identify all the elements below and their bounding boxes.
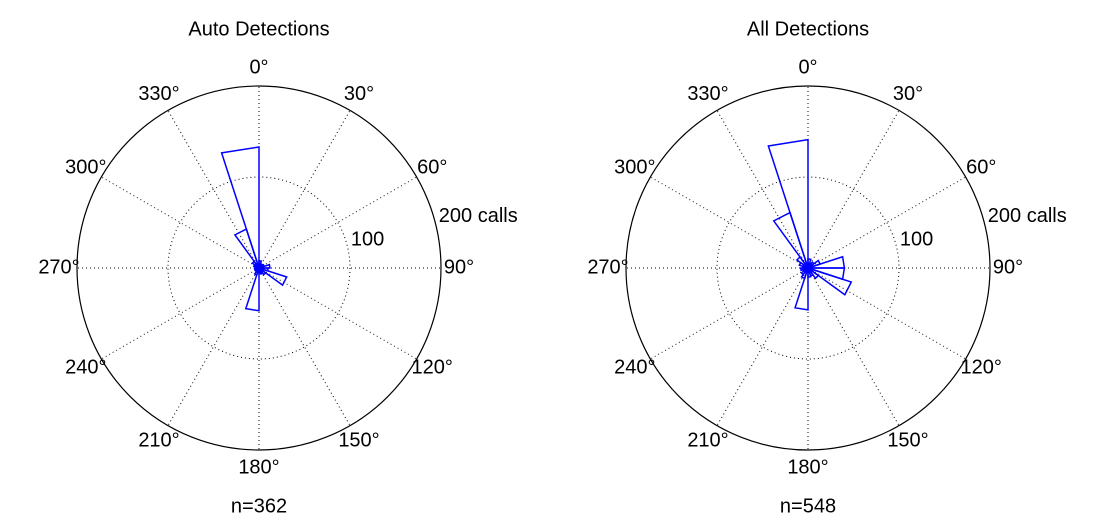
theta-tick-label: 300° [65, 156, 106, 178]
r-tick-label: 100 [900, 229, 933, 251]
spoke-grid-line [807, 267, 900, 426]
theta-tick-label: 210° [687, 429, 728, 451]
x-label: n=362 [231, 495, 287, 517]
rose-wedge [258, 267, 288, 287]
theta-tick-label: 90° [993, 256, 1023, 278]
rose-wedge [772, 211, 809, 269]
theta-tick-label: 150° [338, 429, 379, 451]
r-tick-label: 200 calls [439, 205, 518, 227]
spoke-grid-line [167, 267, 260, 426]
spoke-grid-line [807, 176, 966, 269]
spoke-grid-line [807, 267, 966, 360]
chart-title: All Detections [747, 18, 869, 40]
theta-tick-label: 180° [787, 456, 828, 478]
theta-tick-label: 0° [249, 56, 268, 78]
spoke-grid-line [101, 176, 260, 269]
spoke-grid-line [650, 267, 809, 360]
theta-tick-label: 180° [238, 456, 279, 478]
theta-tick-label: 330° [138, 83, 179, 105]
x-label: n=548 [780, 495, 836, 517]
theta-tick-label: 120° [961, 356, 1002, 378]
theta-tick-label: 30° [344, 83, 374, 105]
chart-title: Auto Detections [188, 18, 329, 40]
rose-wedge [244, 267, 260, 312]
theta-tick-label: 240° [65, 356, 106, 378]
r-tick-label: 100 [351, 229, 384, 251]
theta-tick-label: 240° [614, 356, 655, 378]
spoke-grid-line [258, 267, 351, 426]
spoke-grid-line [258, 110, 351, 269]
rose-wedge [233, 227, 260, 269]
theta-tick-label: 270° [38, 256, 79, 278]
theta-tick-label: 330° [687, 83, 728, 105]
polar-frame [625, 85, 991, 451]
spoke-grid-line [650, 176, 809, 269]
theta-tick-label: 210° [138, 429, 179, 451]
theta-tick-label: 90° [444, 256, 474, 278]
spoke-grid-line [258, 176, 417, 269]
spoke-grid-line [258, 267, 417, 360]
theta-tick-label: 150° [887, 429, 928, 451]
theta-tick-label: 270° [587, 256, 628, 278]
spoke-grid-line [716, 267, 809, 426]
theta-tick-label: 120° [412, 356, 453, 378]
theta-tick-label: 60° [966, 156, 996, 178]
rose-wedge [767, 138, 809, 269]
spoke-grid-line [101, 267, 260, 360]
theta-tick-label: 0° [798, 56, 817, 78]
theta-tick-label: 60° [417, 156, 447, 178]
r-tick-label: 200 calls [988, 205, 1067, 227]
rose-wedge [807, 267, 853, 296]
theta-tick-label: 300° [614, 156, 655, 178]
theta-tick-label: 30° [893, 83, 923, 105]
rose-wedge [220, 146, 260, 269]
spoke-grid-line [807, 110, 900, 269]
polar-frame [76, 85, 442, 451]
rose-wedge [794, 267, 809, 311]
